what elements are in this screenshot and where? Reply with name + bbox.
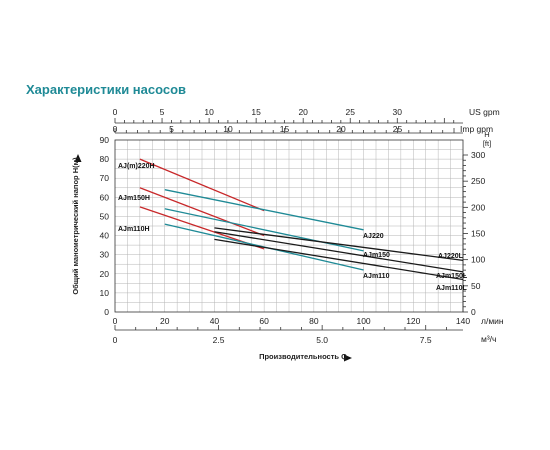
- us-gpm-tick-label: 25: [346, 107, 356, 117]
- series-label-aj220l: AJ220L: [438, 253, 464, 260]
- x-lmin-tick-label: 20: [160, 316, 170, 326]
- series-label-ajm110l: AJm110L: [436, 285, 467, 292]
- x-axis-label: Производительность Q: [259, 352, 347, 361]
- x-m3h-tick-label: 5.0: [316, 335, 328, 345]
- imp-gpm-tick-label: 0: [113, 124, 118, 134]
- x-m3h-tick-label: 0: [113, 335, 118, 345]
- y-ft-tick-label: 100: [471, 255, 485, 265]
- series-line-aj-m-220h: [139, 158, 265, 212]
- us-gpm-tick-label: 20: [298, 107, 308, 117]
- y-ft-tick-label: 50: [471, 281, 481, 291]
- imp-gpm-tick-label: 20: [336, 124, 346, 134]
- y-axis-arrow: [74, 154, 82, 162]
- imp-gpm-tick-label: 10: [223, 124, 233, 134]
- x-lmin-tick-label: 120: [406, 316, 420, 326]
- y-tick-label: 90: [100, 135, 110, 145]
- imp-gpm-tick-label: 5: [169, 124, 174, 134]
- series-label-ajm110h: AJm110H: [118, 226, 150, 233]
- x-lmin-tick-label: 80: [309, 316, 319, 326]
- series-line-aj220: [164, 189, 364, 231]
- grid-layer: [115, 140, 463, 312]
- series-line-ajm110l: [214, 238, 464, 281]
- y-ft-tick-label: 250: [471, 176, 485, 186]
- y-tick-label: 60: [100, 192, 110, 202]
- us-gpm-tick-label: 15: [251, 107, 261, 117]
- chart-title: Характеристики насосов: [26, 82, 187, 97]
- y-ft-tick-label: 150: [471, 229, 485, 239]
- y-tick-label: 40: [100, 231, 110, 241]
- y-tick-label: 10: [100, 288, 110, 298]
- y-tick-label: 20: [100, 269, 110, 279]
- y-ft-tick-label: 0: [471, 307, 476, 317]
- y-ft-tick-label: 200: [471, 202, 485, 212]
- x-lmin-unit-label: л/мин: [481, 316, 504, 326]
- axes-layer: [74, 118, 468, 362]
- series-label-ajm110: AJm110: [363, 273, 390, 280]
- series-label-ajm150h: AJm150H: [118, 195, 150, 202]
- x-lmin-tick-label: 100: [356, 316, 370, 326]
- y-tick-label: 0: [104, 307, 109, 317]
- x-m3h-tick-label: 7.5: [420, 335, 432, 345]
- us-gpm-tick-label: 30: [393, 107, 403, 117]
- y-tick-label: 30: [100, 250, 110, 260]
- y-ft-unit-label: [ft]: [483, 139, 491, 148]
- x-axis-arrow: [344, 354, 352, 362]
- x-m3h-unit-label: м³/ч: [481, 334, 496, 344]
- series-label-ajm150: AJm150: [363, 252, 390, 259]
- y-ft-tick-label: 300: [471, 150, 485, 160]
- imp-gpm-tick-label: 15: [280, 124, 290, 134]
- us-gpm-tick-label: 10: [204, 107, 214, 117]
- series-layer: [139, 158, 464, 281]
- x-lmin-tick-label: 60: [259, 316, 269, 326]
- text-layer: 0102030405060708090050100150200250300H[f…: [71, 107, 504, 361]
- y-tick-label: 80: [100, 154, 110, 164]
- x-lmin-tick-label: 0: [113, 316, 118, 326]
- imp-gpm-unit-label: Imp gpm: [460, 124, 493, 134]
- us-gpm-unit-label: US gpm: [469, 107, 500, 117]
- x-lmin-tick-label: 140: [456, 316, 470, 326]
- x-lmin-tick-label: 40: [210, 316, 220, 326]
- series-line-ajm150l: [214, 231, 464, 273]
- us-gpm-tick-label: 5: [160, 107, 165, 117]
- series-label-aj220: AJ220: [363, 233, 384, 240]
- x-m3h-tick-label: 2.5: [213, 335, 225, 345]
- series-label-ajm150l: AJm150L: [436, 273, 468, 280]
- y-ft-label: H: [484, 130, 489, 139]
- y-tick-label: 70: [100, 173, 110, 183]
- imp-gpm-tick-label: 25: [393, 124, 403, 134]
- series-line-ajm150: [164, 208, 364, 252]
- y-tick-label: 50: [100, 211, 110, 221]
- series-label-aj-m-220h: AJ(m)220H: [118, 163, 155, 170]
- y-axis-label: Общий манометрический напор H(м): [71, 157, 80, 295]
- us-gpm-tick-label: 0: [113, 107, 118, 117]
- series-line-aj220l: [214, 227, 464, 262]
- series-line-ajm150h: [139, 187, 265, 237]
